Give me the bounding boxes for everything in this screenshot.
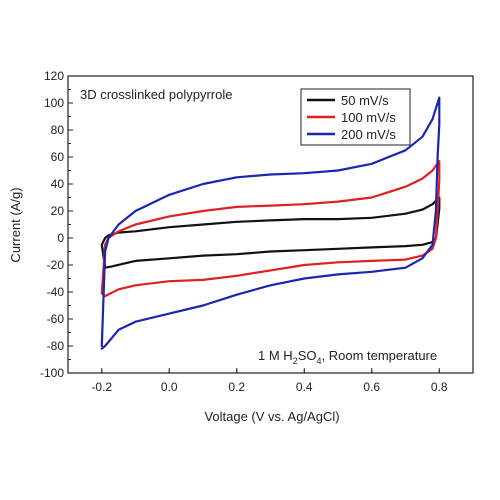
y-axis-title: Current (A/g): [8, 187, 23, 262]
y-tick-label: 60: [51, 150, 65, 164]
x-tick-label: 0.4: [296, 380, 313, 394]
plot-frame: [67, 75, 474, 374]
series-line-0: [100, 196, 441, 269]
annotation-electrolyte: 1 M H2SO4, Room temperature: [258, 348, 437, 366]
series-line-2: [100, 96, 441, 350]
y-tick-label: -40: [47, 285, 65, 299]
y-tick-label: 40: [51, 177, 65, 191]
curves: [100, 96, 441, 350]
y-tick-label: 80: [51, 123, 65, 137]
y-tick-label: 0: [57, 231, 64, 245]
x-axis: -0.2 0.0 0.2 0.4 0.6 0.8: [91, 368, 448, 394]
legend-label: 200 mV/s: [341, 127, 396, 142]
x-tick-label: 0.6: [363, 380, 380, 394]
annotation-electrolyte-prefix: 1 M H: [258, 348, 293, 363]
series-line-1: [100, 160, 441, 298]
annotation-electrolyte-mid: SO: [298, 348, 317, 363]
y-tick-label: -60: [47, 312, 65, 326]
x-tick-label: 0.8: [431, 380, 448, 394]
legend: 50 mV/s 100 mV/s 200 mV/s: [300, 88, 411, 146]
x-tick-label: 0.0: [161, 380, 178, 394]
x-axis-title: Voltage (V vs. Ag/AgCl): [204, 409, 339, 424]
y-tick-label: -20: [47, 258, 65, 272]
x-tick-label: 0.2: [228, 380, 245, 394]
legend-label: 50 mV/s: [341, 93, 389, 108]
y-tick-label: 120: [44, 69, 64, 83]
y-axis: -100 -80 -60 -40 -20 0 20 40 60 80 100 120: [40, 69, 73, 380]
y-tick-label: -80: [47, 339, 65, 353]
annotation-electrolyte-suffix: , Room temperature: [322, 348, 438, 363]
annotation-material: 3D crosslinked polypyrrole: [80, 87, 232, 102]
annotation-electrolyte-sub1: 2: [293, 356, 298, 366]
y-tick-label: 100: [44, 96, 64, 110]
x-tick-label: -0.2: [91, 380, 112, 394]
plot-border: [67, 75, 474, 374]
annotation-electrolyte-sub2: 4: [316, 356, 321, 366]
y-tick-label: 20: [51, 204, 65, 218]
legend-label: 100 mV/s: [341, 110, 396, 125]
y-tick-label: -100: [40, 366, 64, 380]
